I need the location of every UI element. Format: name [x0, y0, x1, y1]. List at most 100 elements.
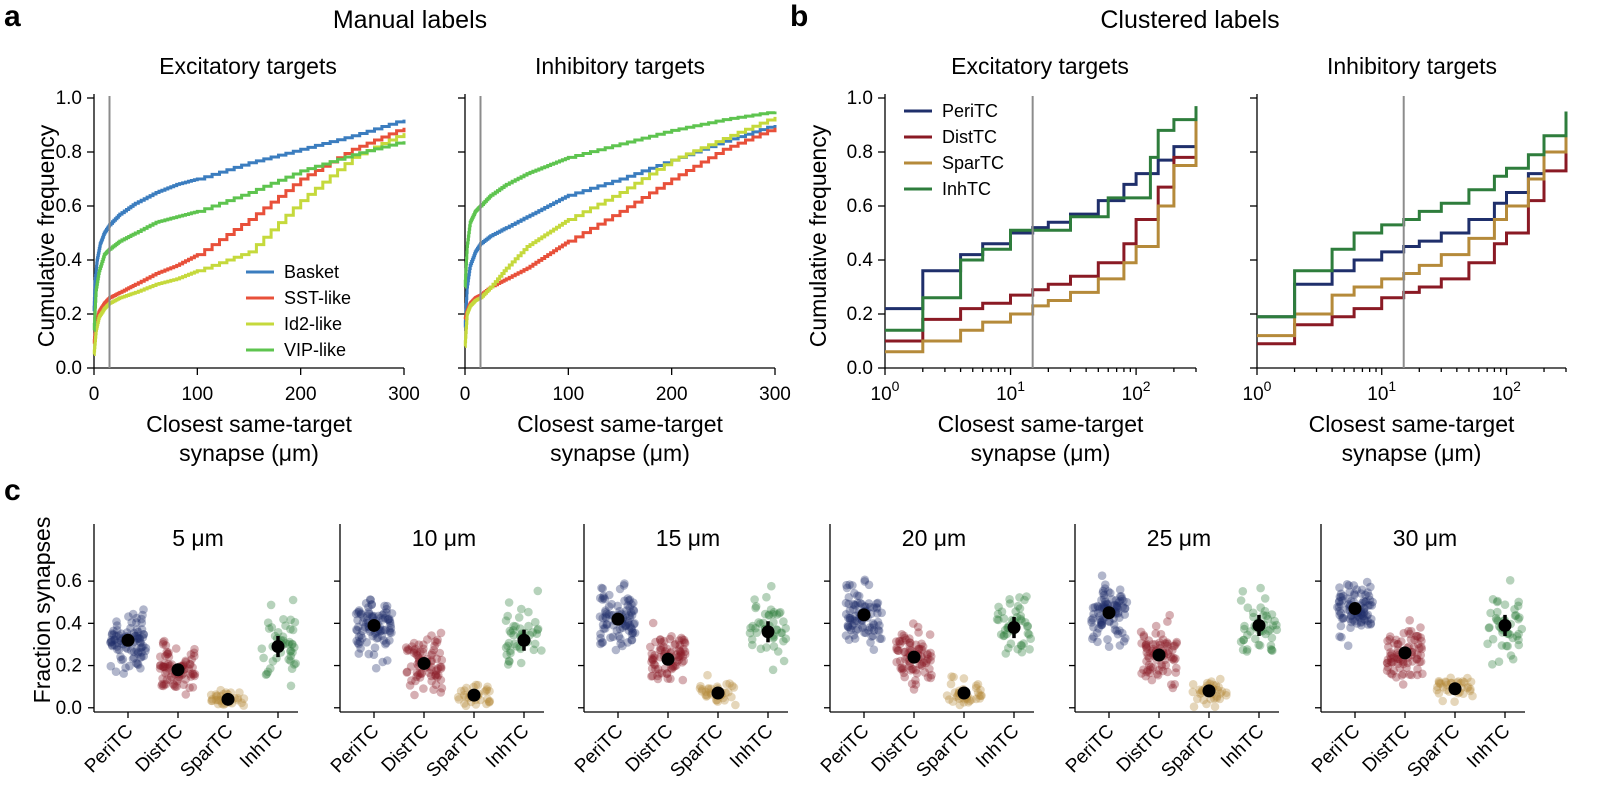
mean-marker-peritc [121, 633, 135, 647]
data-point-disttc [668, 662, 678, 672]
data-point-inhtc [1517, 624, 1527, 634]
data-point-peritc [110, 635, 120, 644]
data-point-peritc [627, 611, 637, 620]
data-point-disttc [186, 660, 195, 669]
data-point-disttc [1383, 658, 1392, 668]
data-point-disttc [662, 669, 672, 679]
data-point-disttc [655, 635, 665, 645]
data-point-inhtc [290, 660, 299, 669]
data-point-peritc [873, 617, 883, 627]
data-point-inhtc [1511, 611, 1521, 620]
data-point-disttc [431, 669, 441, 679]
data-point-peritc [865, 602, 875, 612]
data-point-peritc [860, 575, 870, 585]
data-point-peritc [374, 611, 383, 621]
data-point-peritc [843, 621, 853, 630]
data-point-disttc [648, 655, 657, 664]
data-point-inhtc [747, 635, 757, 644]
data-point-peritc [366, 595, 376, 605]
data-point-inhtc [1263, 614, 1273, 624]
data-point-inhtc [286, 624, 295, 634]
data-point-peritc [367, 600, 377, 609]
data-point-spartc [460, 699, 469, 708]
data-point-disttc [892, 637, 901, 646]
data-point-disttc [907, 664, 917, 674]
data-point-disttc [433, 635, 442, 645]
data-point-peritc [868, 619, 878, 628]
data-point-disttc [1385, 632, 1395, 641]
data-point-disttc [679, 656, 688, 666]
data-point-disttc [161, 651, 170, 661]
data-point-peritc [133, 659, 142, 669]
data-point-peritc [860, 577, 869, 586]
x-tick-exponent: 0 [1264, 378, 1272, 394]
data-point-disttc [1403, 658, 1412, 668]
data-point-disttc [164, 662, 173, 671]
data-point-peritc [1098, 586, 1108, 596]
mean-marker-disttc [907, 650, 921, 664]
data-point-spartc [461, 701, 471, 711]
data-point-peritc [383, 656, 392, 665]
data-point-disttc [909, 664, 918, 674]
data-point-disttc [925, 630, 935, 639]
data-point-peritc [367, 611, 377, 621]
data-point-peritc [845, 580, 854, 589]
data-point-disttc [1169, 653, 1178, 663]
data-point-spartc [964, 698, 973, 707]
data-point-peritc [1347, 617, 1356, 627]
data-point-disttc [432, 666, 441, 675]
data-point-inhtc [1268, 621, 1278, 630]
data-point-peritc [1096, 620, 1106, 630]
data-point-disttc [190, 651, 199, 661]
data-point-disttc [1137, 639, 1146, 648]
data-point-disttc [1389, 657, 1398, 667]
data-point-spartc [975, 694, 985, 703]
data-point-inhtc [514, 613, 524, 622]
data-point-inhtc [1264, 626, 1273, 635]
data-point-disttc [429, 685, 438, 694]
data-point-peritc [387, 609, 397, 618]
data-point-spartc [208, 694, 217, 704]
data-point-peritc [386, 623, 396, 633]
data-point-inhtc [1260, 594, 1270, 603]
data-point-disttc [916, 644, 925, 654]
data-point-peritc [1115, 641, 1125, 650]
data-point-peritc [845, 623, 855, 633]
data-point-disttc [435, 648, 445, 658]
data-point-inhtc [1249, 612, 1258, 622]
data-point-spartc [460, 686, 469, 695]
data-point-disttc [1408, 657, 1417, 666]
data-point-inhtc [768, 665, 778, 675]
data-point-peritc [1093, 637, 1102, 647]
data-point-peritc [141, 646, 150, 656]
data-point-peritc [1097, 571, 1107, 580]
data-point-disttc [1389, 638, 1399, 648]
data-point-inhtc [996, 630, 1006, 639]
data-point-peritc [1359, 604, 1369, 613]
data-point-peritc [138, 633, 148, 642]
cdf-line-basket [463, 125, 777, 329]
data-point-disttc [923, 673, 933, 682]
data-point-peritc [136, 653, 145, 662]
data-point-disttc [905, 638, 914, 647]
data-point-spartc [1216, 674, 1225, 684]
legend-label-basket: Basket [284, 262, 339, 282]
x-tick-base: 10 [1122, 384, 1143, 405]
data-point-peritc [1338, 596, 1347, 605]
data-point-disttc [671, 639, 680, 649]
data-point-peritc [1098, 588, 1108, 598]
data-point-inhtc [503, 660, 513, 669]
x-tick-label: SparTC [1157, 721, 1218, 782]
data-point-spartc [704, 684, 713, 693]
data-point-peritc [361, 599, 371, 608]
data-point-inhtc [506, 648, 515, 658]
data-point-peritc [133, 633, 142, 643]
data-point-inhtc [751, 623, 760, 633]
data-point-inhtc [261, 670, 271, 679]
data-point-inhtc [1508, 633, 1518, 643]
data-point-inhtc [746, 623, 755, 633]
data-point-peritc [137, 618, 147, 628]
data-point-inhtc [1267, 645, 1276, 655]
